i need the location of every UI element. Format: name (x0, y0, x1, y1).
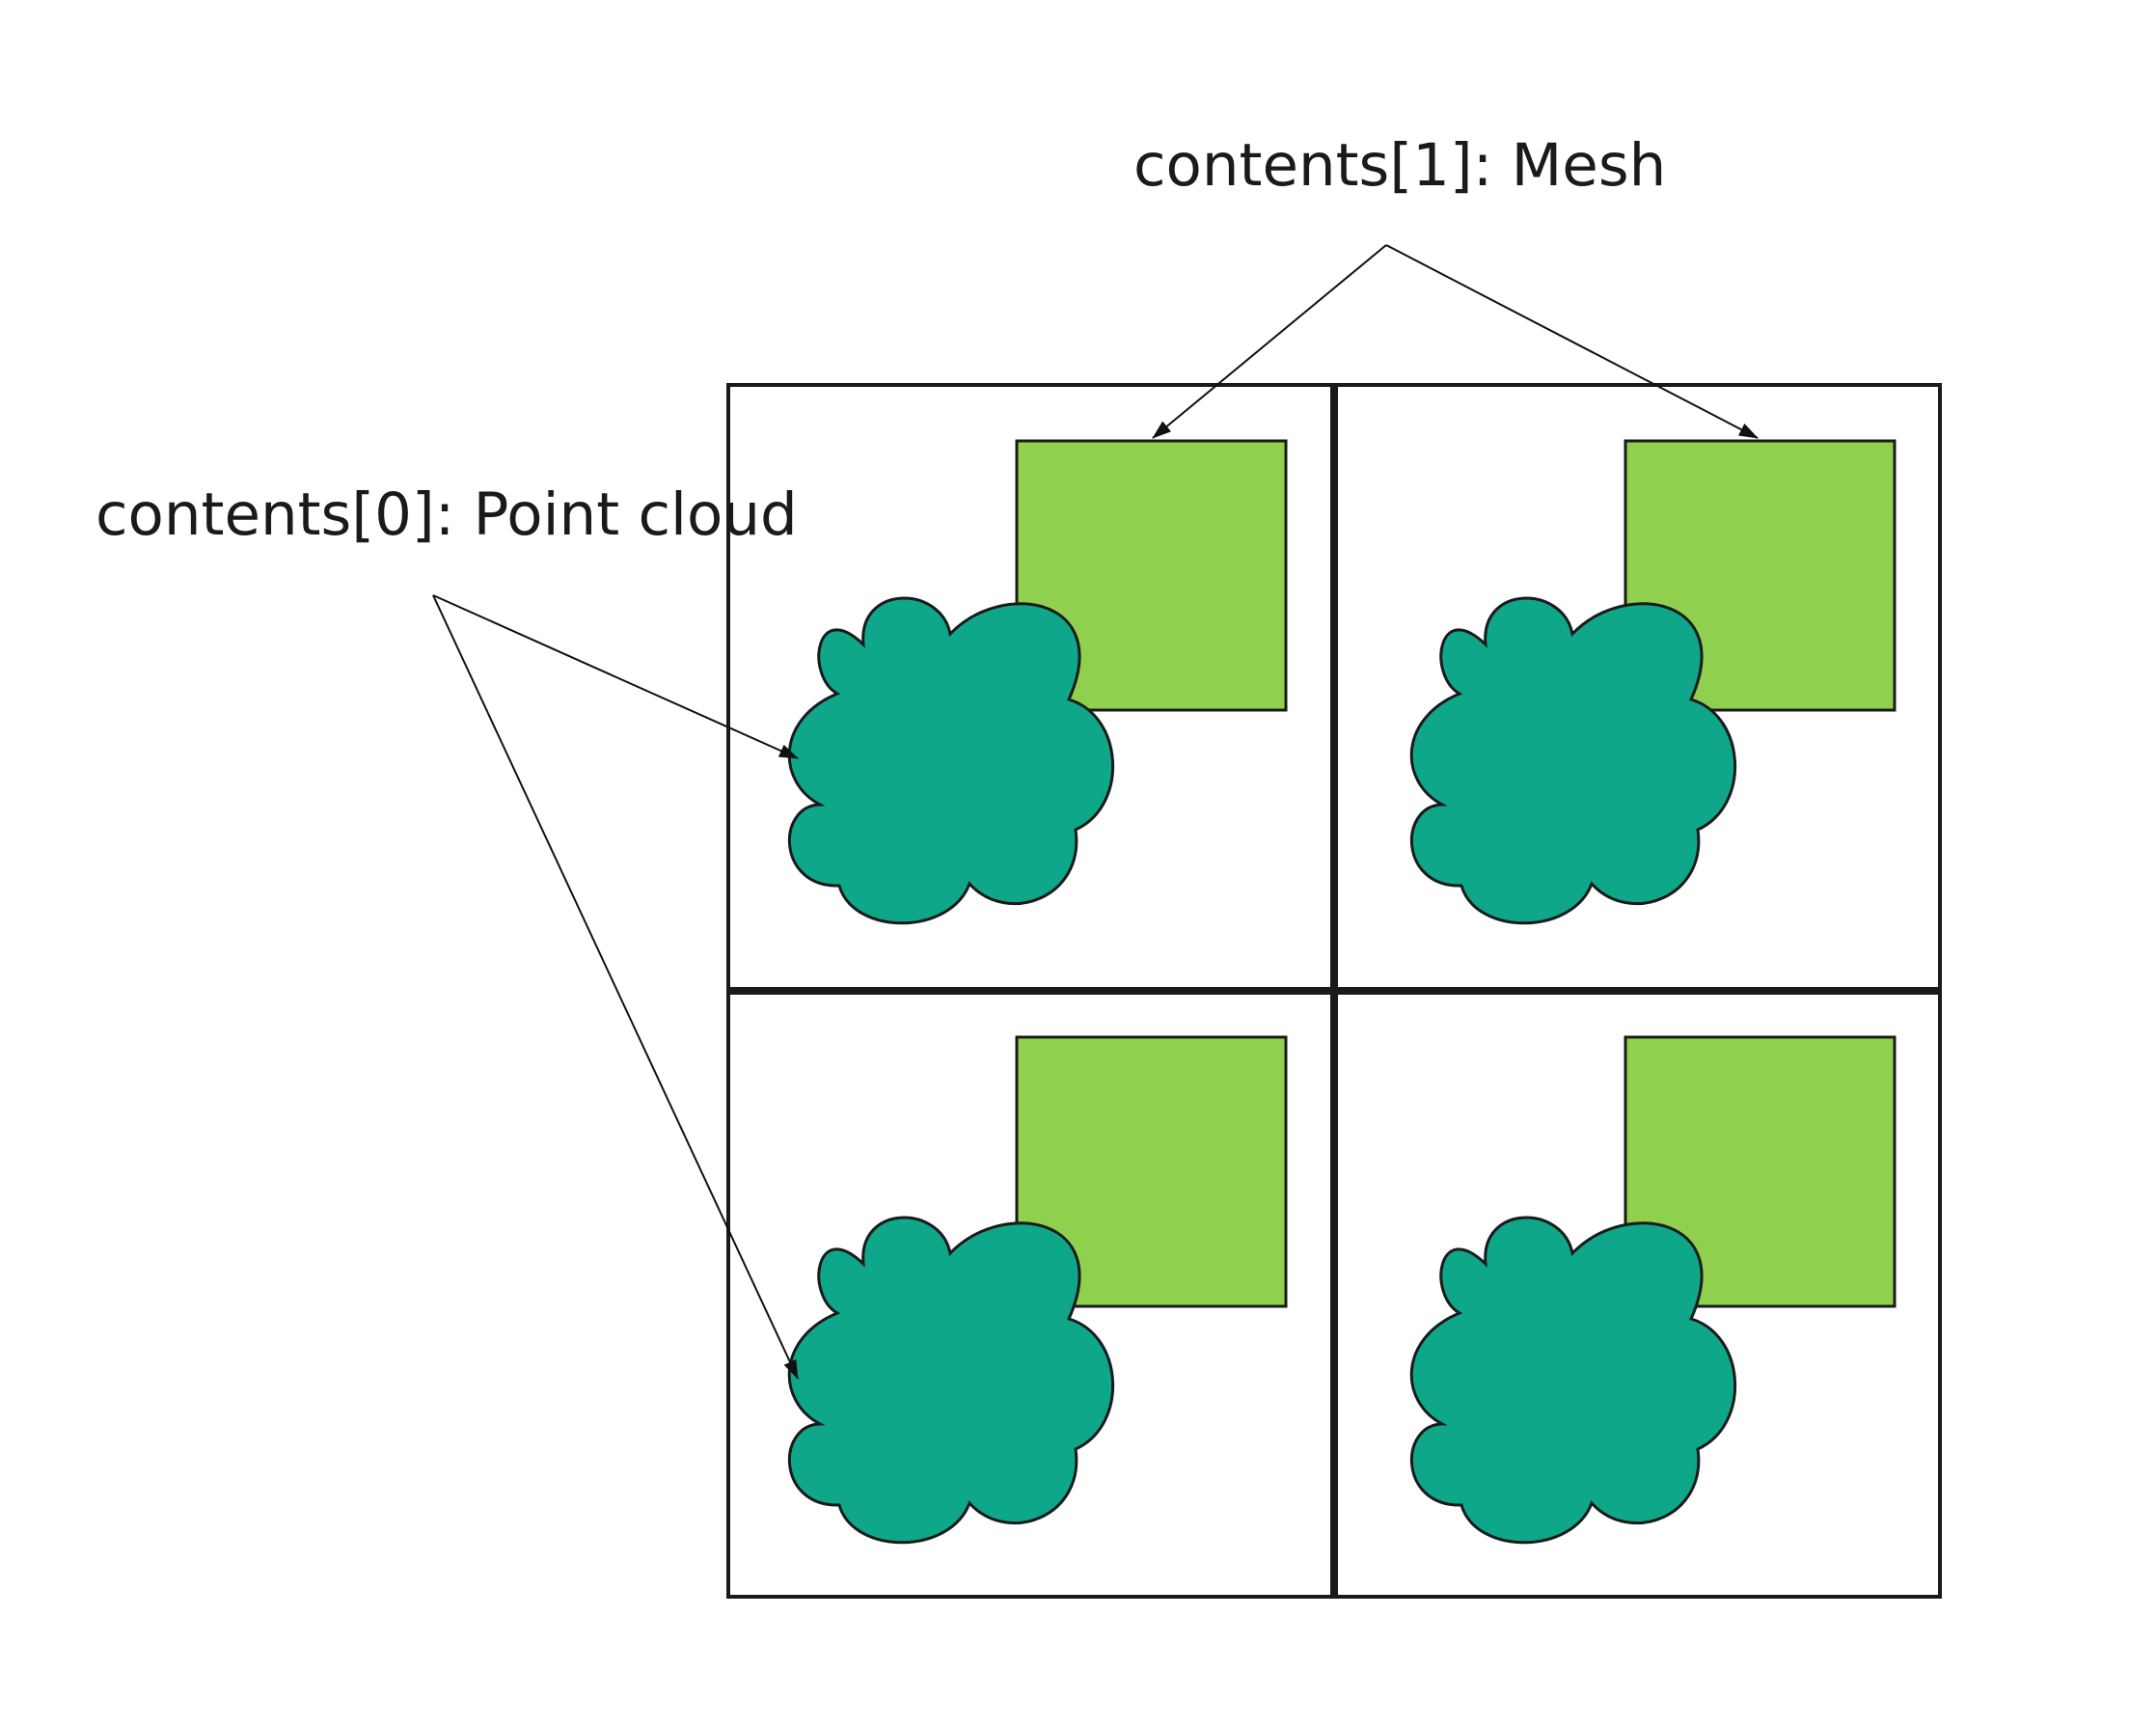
mesh-arrows (1152, 244, 1759, 439)
mesh-arrow-left (1152, 244, 1387, 439)
point-cloud-label: contents[0]: Point cloud (96, 480, 798, 549)
tile-bottom-right (1334, 991, 1942, 1599)
tile-frame (726, 383, 1334, 991)
point-cloud-arrows (432, 594, 799, 1380)
tile-bottom-left (726, 991, 1334, 1599)
point-cloud-shape (787, 596, 1115, 925)
mesh-label: contents[1]: Mesh (1133, 131, 1666, 200)
tile-frame (1334, 991, 1942, 1599)
tile-frame (1334, 383, 1942, 991)
tile-grid (726, 383, 1942, 1599)
tile-top-left (726, 383, 1334, 991)
point-cloud-shape (1409, 596, 1737, 925)
point-cloud-shape (1409, 1216, 1737, 1545)
point-cloud-shape (787, 1216, 1115, 1545)
tile-frame (726, 991, 1334, 1599)
mesh-arrow-right (1385, 244, 1759, 439)
point-cloud-arrow-top (432, 594, 799, 759)
point-cloud-arrow-bottom (432, 594, 799, 1380)
tile-top-right (1334, 383, 1942, 991)
